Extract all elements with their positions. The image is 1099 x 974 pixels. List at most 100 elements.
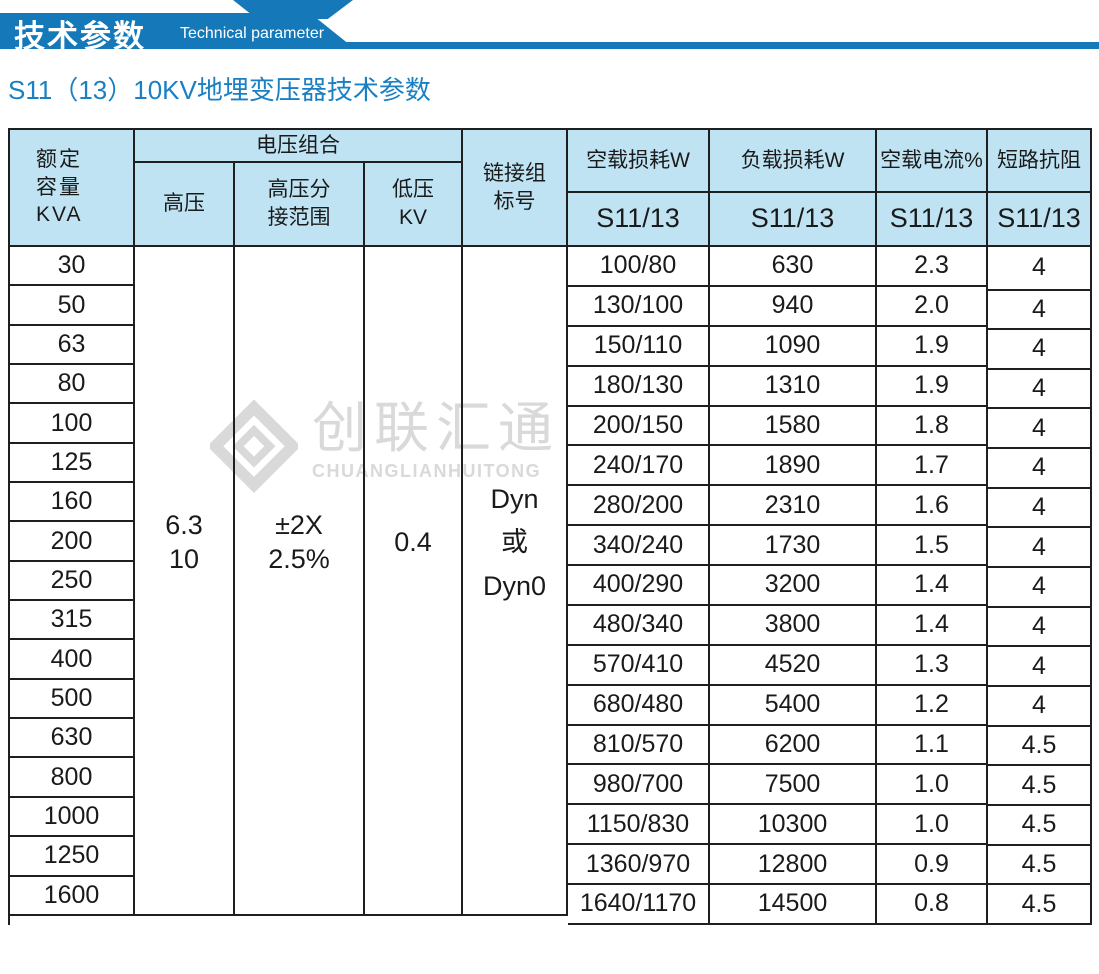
- no-load-current-column-body: 2.3 2.0 1.9 1.9 1.8 1.7 1.6 1.5 1.4 1.4 1.3 1.2 1.1 1…: [877, 247, 988, 925]
- cell-no-load-current-315: 1.4: [877, 605, 988, 646]
- cell-impedance-100: 4: [988, 409, 1092, 450]
- cell-impedance-80: 4: [988, 369, 1092, 410]
- banner-ribbon: 技术参数 Technical parameter: [0, 13, 355, 49]
- impedance-column-body: 4 4 4 4 4 4 4 4 4 4 4 4 4.5 4.5 4.5 4.5 4.5: [988, 247, 1092, 925]
- cell-no-load-current-500: 1.2: [877, 685, 988, 726]
- cell-no-load-loss-800: 980/700: [568, 765, 710, 806]
- cell-impedance-30: 4: [988, 247, 1092, 291]
- parameters-table: 额定 容量 KVA 30 50 63 80 100 125 160 200 250 315 400 5…: [8, 128, 1092, 925]
- cell-no-load-loss-1250: 1360/970: [568, 845, 710, 885]
- no-load-loss-column-body: 100/80 130/100 150/110 180/130 200/150 240/17…: [568, 247, 710, 925]
- cell-impedance-160: 4: [988, 488, 1092, 529]
- column-group-load-loss: 负载损耗W S11/13 630 940 1090 1310 1580 1890 2310 1…: [710, 130, 877, 925]
- cell-impedance-500: 4: [988, 687, 1092, 727]
- cell-no-load-loss-500: 680/480: [568, 685, 710, 726]
- banner-title: 技术参数: [14, 19, 146, 54]
- cell-capacity-160: 160: [10, 483, 135, 523]
- cell-load-loss-315: 3800: [710, 605, 877, 646]
- cell-no-load-loss-400: 570/410: [568, 645, 710, 686]
- cell-load-loss-63: 1090: [710, 326, 877, 367]
- cell-no-load-current-1250: 0.9: [877, 845, 988, 885]
- cell-no-load-current-63: 1.9: [877, 326, 988, 367]
- column-group-no-load-loss: 空载损耗W S11/13 100/80 130/100 150/110 180/130…: [568, 130, 710, 925]
- cell-no-load-current-125: 1.7: [877, 446, 988, 487]
- cell-load-loss-250: 3200: [710, 566, 877, 606]
- cell-load-loss-500: 5400: [710, 685, 877, 726]
- header-load-loss: 负载损耗W: [710, 130, 877, 193]
- subheader-impedance-model: S11/13: [988, 193, 1092, 247]
- cell-load-loss-400: 4520: [710, 645, 877, 686]
- cell-load-loss-80: 1310: [710, 366, 877, 407]
- watermark-en: CHUANGLIANHUITONG: [312, 460, 542, 481]
- cell-capacity-100: 100: [10, 404, 135, 444]
- cell-high-voltage-merged: 6.3 10: [135, 247, 235, 916]
- cell-no-load-loss-1000: 1150/830: [568, 805, 710, 846]
- voltage-subheaders: 高压 高压分 接范围 低压 KV: [135, 163, 463, 247]
- cell-load-loss-30: 630: [710, 247, 877, 287]
- cell-load-loss-1250: 12800: [710, 845, 877, 885]
- cell-no-load-current-400: 1.3: [877, 645, 988, 686]
- cell-capacity-630: 630: [10, 719, 135, 759]
- cell-low-voltage-merged: 0.4: [365, 247, 463, 916]
- cell-no-load-current-80: 1.9: [877, 366, 988, 407]
- header-impedance: 短路抗阻: [988, 130, 1092, 193]
- cell-impedance-250: 4: [988, 568, 1092, 608]
- cell-no-load-loss-30: 100/80: [568, 247, 710, 287]
- header-tap-range: 高压分 接范围: [235, 163, 365, 247]
- page-title: S11（13）10KV地埋变压器技术参数: [8, 75, 431, 105]
- cell-capacity-1600: 1600: [10, 876, 135, 916]
- banner-bottom-bar: [0, 42, 1099, 49]
- cell-no-load-loss-315: 480/340: [568, 605, 710, 646]
- cell-capacity-1250: 1250: [10, 837, 135, 877]
- header-no-load-current: 空载电流%: [877, 130, 988, 193]
- cell-impedance-200: 4: [988, 528, 1092, 569]
- voltage-merged-values: 6.3 10 ±2X 2.5% 0.4: [135, 247, 463, 916]
- cell-load-loss-630: 6200: [710, 725, 877, 766]
- cell-no-load-current-630: 1.1: [877, 725, 988, 766]
- cell-no-load-loss-630: 810/570: [568, 725, 710, 766]
- cell-no-load-loss-100: 200/150: [568, 406, 710, 447]
- cell-capacity-400: 400: [10, 640, 135, 680]
- cell-impedance-63: 4: [988, 330, 1092, 370]
- cell-capacity-125: 125: [10, 443, 135, 484]
- cell-capacity-800: 800: [10, 758, 135, 798]
- header-voltage-group: 电压组合: [135, 130, 463, 163]
- cell-impedance-50: 4: [988, 290, 1092, 331]
- cell-load-loss-800: 7500: [710, 765, 877, 806]
- cell-load-loss-1600: 14500: [710, 885, 877, 925]
- watermark-text: 创联汇通 CHUANGLIANHUITONG: [312, 397, 561, 482]
- cell-load-loss-50: 940: [710, 286, 877, 327]
- column-group-impedance: 短路抗阻 S11/13 4 4 4 4 4 4 4 4 4 4 4 4 4.5 4.5 4.5 4.5 4.5: [988, 130, 1092, 925]
- cell-no-load-current-50: 2.0: [877, 286, 988, 327]
- cell-capacity-30: 30: [10, 247, 135, 287]
- cell-impedance-630: 4.5: [988, 726, 1092, 767]
- cell-no-load-current-1600: 0.8: [877, 885, 988, 925]
- header-capacity: 额定 容量 KVA: [10, 130, 135, 247]
- cell-impedance-400: 4: [988, 647, 1092, 688]
- cell-load-loss-1000: 10300: [710, 805, 877, 846]
- cell-no-load-loss-50: 130/100: [568, 286, 710, 327]
- header-high-voltage: 高压: [135, 163, 235, 247]
- cell-no-load-loss-80: 180/130: [568, 366, 710, 407]
- column-group-no-load-current: 空载电流% S11/13 2.3 2.0 1.9 1.9 1.8 1.7 1.6 1.5 1.4…: [877, 130, 988, 925]
- cell-connection-merged: Dyn 或 Dyn0: [463, 247, 568, 916]
- cell-no-load-current-200: 1.5: [877, 526, 988, 566]
- cell-no-load-current-100: 1.8: [877, 406, 988, 447]
- cell-impedance-315: 4: [988, 607, 1092, 648]
- watermark-logo-icon: [210, 400, 298, 494]
- watermark: 创联汇通 CHUANGLIANHUITONG: [210, 397, 561, 496]
- column-group-capacity: 额定 容量 KVA 30 50 63 80 100 125 160 200 250 315 400 5…: [10, 130, 135, 916]
- subheader-load-loss-model: S11/13: [710, 193, 877, 247]
- watermark-cn: 创联汇通: [312, 397, 561, 459]
- subheader-no-load-loss-model: S11/13: [568, 193, 710, 247]
- cell-no-load-current-250: 1.4: [877, 566, 988, 606]
- capacity-column-body: 30 50 63 80 100 125 160 200 250 315 400 500 630 800 10…: [10, 247, 135, 916]
- subheader-no-load-current-model: S11/13: [877, 193, 988, 247]
- cell-no-load-current-160: 1.6: [877, 486, 988, 527]
- cell-no-load-loss-63: 150/110: [568, 326, 710, 367]
- cell-impedance-1000: 4.5: [988, 806, 1092, 846]
- cell-no-load-loss-250: 400/290: [568, 566, 710, 606]
- cell-capacity-250: 250: [10, 561, 135, 602]
- cell-capacity-315: 315: [10, 601, 135, 641]
- cell-no-load-loss-1600: 1640/1170: [568, 885, 710, 925]
